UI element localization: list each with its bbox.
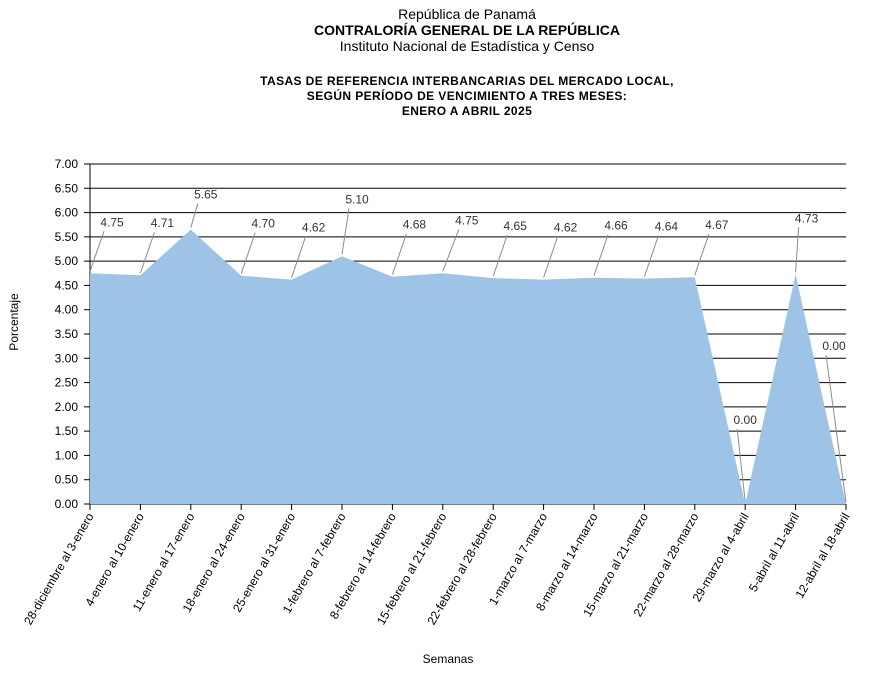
label-leader xyxy=(795,227,800,273)
x-tick-label: 29-marzo al 4-abril xyxy=(690,511,752,605)
data-label: 4.62 xyxy=(302,221,326,235)
data-label: 0.00 xyxy=(734,413,758,427)
y-tick-label: 6.50 xyxy=(55,181,79,195)
data-label: 4.67 xyxy=(705,218,729,232)
series-area xyxy=(90,229,846,504)
data-label: 4.73 xyxy=(795,211,819,225)
label-leader xyxy=(291,236,307,278)
label-leader xyxy=(825,354,847,503)
label-leader xyxy=(442,229,460,272)
data-label: 4.75 xyxy=(100,215,124,229)
y-tick-label: 7.00 xyxy=(55,157,79,171)
data-label: 5.65 xyxy=(194,188,218,202)
y-tick-label: 1.50 xyxy=(55,424,79,438)
data-label: 4.62 xyxy=(554,221,578,235)
y-tick-label: 3.50 xyxy=(55,327,79,341)
label-leaders xyxy=(89,203,847,503)
data-label: 4.66 xyxy=(604,219,628,233)
data-label: 4.71 xyxy=(151,216,175,230)
label-leader xyxy=(492,234,508,277)
y-tick-label: 0.50 xyxy=(55,473,79,487)
x-tick-label: 28-diciembre al 3-enero xyxy=(21,510,97,627)
label-leader xyxy=(391,233,407,275)
chart-title-line-1: TASAS DE REFERENCIA INTERBANCARIAS DEL M… xyxy=(260,74,674,88)
label-leader xyxy=(694,234,710,276)
label-leader xyxy=(736,428,746,503)
y-tick-label: 5.50 xyxy=(55,230,79,244)
label-leader xyxy=(593,234,609,276)
x-tick-label: 5-abril al 11-abril xyxy=(746,511,802,595)
label-leader xyxy=(643,235,659,277)
label-leader xyxy=(240,232,256,274)
data-label: 4.68 xyxy=(403,218,427,232)
y-tick-label: 4.50 xyxy=(55,278,79,292)
y-tick-label: 2.00 xyxy=(55,400,79,414)
y-tick-label: 2.50 xyxy=(55,376,79,390)
label-leader xyxy=(89,231,105,272)
y-tick-label: 1.00 xyxy=(55,448,79,462)
chart-title-line-2: SEGÚN PERÍODO DE VENCIMIENTO A TRES MESE… xyxy=(306,89,628,103)
y-axis-label: Porcentaje xyxy=(7,293,21,351)
data-label: 5.10 xyxy=(345,192,369,206)
data-label: 4.70 xyxy=(252,217,276,231)
header-contraloria: CONTRALORÍA GENERAL DE LA REPÚBLICA xyxy=(314,22,620,38)
y-tick-label: 4.00 xyxy=(55,303,79,317)
header-institute: Instituto Nacional de Estadística y Cens… xyxy=(339,38,595,54)
y-axis-ticks: 0.00 0.50 1.00 1.50 2.00 2.50 3.00 3.50 4.00 4.50… xyxy=(55,157,90,511)
data-label: 4.65 xyxy=(504,219,528,233)
data-label: 4.64 xyxy=(655,220,679,234)
data-label: 0.00 xyxy=(822,339,846,353)
y-tick-label: 3.00 xyxy=(55,351,79,365)
header-republic: República de Panamá xyxy=(398,6,536,22)
y-tick-label: 6.00 xyxy=(55,206,79,220)
x-axis-label: Semanas xyxy=(423,652,474,666)
plot-area xyxy=(90,229,846,504)
data-labels: 4.75 4.71 5.65 4.70 4.62 5.10 4.68 4.75 4.65 4.62… xyxy=(100,188,846,427)
label-leader xyxy=(190,203,199,228)
label-leader xyxy=(341,208,350,255)
label-leader xyxy=(139,232,155,274)
y-tick-label: 0.00 xyxy=(55,497,79,511)
label-leader xyxy=(543,236,559,278)
y-tick-label: 5.00 xyxy=(55,254,79,268)
chart-title-line-3: ENERO A ABRIL 2025 xyxy=(401,104,533,118)
data-label: 4.75 xyxy=(455,213,479,227)
x-tick-label: 12-abril al 18-abril xyxy=(792,511,852,601)
